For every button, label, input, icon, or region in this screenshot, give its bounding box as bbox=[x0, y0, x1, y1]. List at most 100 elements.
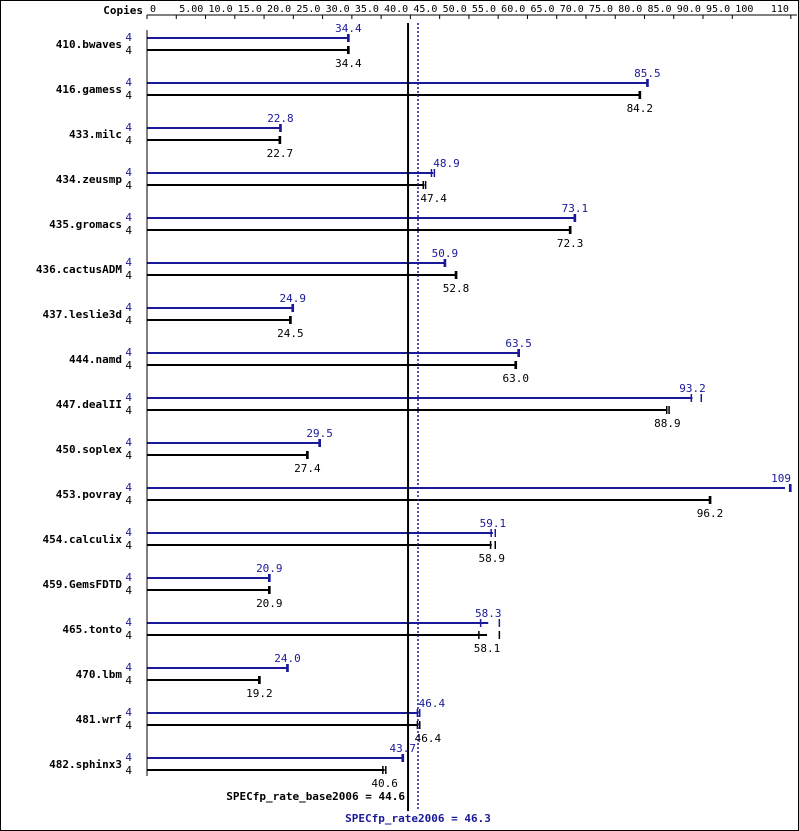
benchmark-name: 435.gromacs bbox=[49, 218, 122, 231]
peak-value-label: 34.4 bbox=[335, 22, 362, 35]
x-tick-label: 55.0 bbox=[472, 4, 496, 15]
benchmark-name: 459.GemsFDTD bbox=[43, 578, 123, 591]
x-tick-label: 30.0 bbox=[326, 4, 350, 15]
x-tick-label: 90.0 bbox=[677, 4, 701, 15]
base-value-label: 19.2 bbox=[246, 687, 273, 700]
peak-value-label: 59.1 bbox=[480, 517, 507, 530]
peak-copies-label: 4 bbox=[125, 661, 132, 674]
base-value-label: 47.4 bbox=[420, 192, 447, 205]
peak-value-label: 109 bbox=[771, 472, 791, 485]
peak-copies-label: 4 bbox=[125, 166, 132, 179]
benchmark-name: 436.cactusADM bbox=[36, 263, 122, 276]
base-overall-label: SPECfp_rate_base2006 = 44.6 bbox=[226, 790, 405, 803]
x-tick-label: 0 bbox=[150, 4, 156, 15]
base-value-label: 46.4 bbox=[415, 732, 442, 745]
benchmark-name: 410.bwaves bbox=[56, 38, 122, 51]
base-copies-label: 4 bbox=[125, 449, 132, 462]
peak-copies-label: 4 bbox=[125, 751, 132, 764]
x-tick-label: 5.00 bbox=[179, 4, 203, 15]
benchmark-name: 433.milc bbox=[69, 128, 122, 141]
base-value-label: 24.5 bbox=[277, 327, 304, 340]
base-copies-label: 4 bbox=[125, 494, 132, 507]
peak-copies-label: 4 bbox=[125, 346, 132, 359]
x-tick-label: 10.0 bbox=[209, 4, 233, 15]
peak-copies-label: 4 bbox=[125, 571, 132, 584]
x-tick-label: 35.0 bbox=[355, 4, 379, 15]
peak-value-label: 24.0 bbox=[274, 652, 301, 665]
peak-value-label: 24.9 bbox=[279, 292, 306, 305]
base-value-label: 58.1 bbox=[474, 642, 501, 655]
base-value-label: 40.6 bbox=[371, 777, 398, 790]
peak-copies-label: 4 bbox=[125, 481, 132, 494]
copies-header: Copies bbox=[103, 4, 143, 17]
peak-copies-label: 4 bbox=[125, 211, 132, 224]
x-tick-label: 65.0 bbox=[530, 4, 554, 15]
benchmark-name: 447.dealII bbox=[56, 398, 122, 411]
base-copies-label: 4 bbox=[125, 404, 132, 417]
base-copies-label: 4 bbox=[125, 179, 132, 192]
base-value-label: 72.3 bbox=[557, 237, 584, 250]
base-copies-label: 4 bbox=[125, 539, 132, 552]
x-tick-label: 25.0 bbox=[296, 4, 320, 15]
base-copies-label: 4 bbox=[125, 359, 132, 372]
x-tick-label: 80.0 bbox=[618, 4, 642, 15]
x-tick-label: 50.0 bbox=[443, 4, 467, 15]
x-tick-label: 45.0 bbox=[413, 4, 437, 15]
base-copies-label: 4 bbox=[125, 674, 132, 687]
peak-copies-label: 4 bbox=[125, 121, 132, 134]
x-tick-label: 95.0 bbox=[706, 4, 730, 15]
benchmark-name: 454.calculix bbox=[43, 533, 123, 546]
x-tick-label: 15.0 bbox=[238, 4, 262, 15]
base-value-label: 96.2 bbox=[697, 507, 724, 520]
base-copies-label: 4 bbox=[125, 719, 132, 732]
base-copies-label: 4 bbox=[125, 314, 132, 327]
peak-value-label: 50.9 bbox=[432, 247, 459, 260]
base-value-label: 27.4 bbox=[294, 462, 321, 475]
peak-value-label: 29.5 bbox=[306, 427, 333, 440]
base-copies-label: 4 bbox=[125, 134, 132, 147]
x-tick-label: 110 bbox=[771, 4, 789, 15]
x-tick-label: 100 bbox=[735, 4, 753, 15]
x-tick-label: 40.0 bbox=[384, 4, 408, 15]
peak-copies-label: 4 bbox=[125, 301, 132, 314]
benchmark-name: 465.tonto bbox=[62, 623, 122, 636]
base-value-label: 34.4 bbox=[335, 57, 362, 70]
benchmark-name: 482.sphinx3 bbox=[49, 758, 122, 771]
x-tick-label: 75.0 bbox=[589, 4, 613, 15]
peak-copies-label: 4 bbox=[125, 616, 132, 629]
benchmark-name: 434.zeusmp bbox=[56, 173, 123, 186]
peak-value-label: 22.8 bbox=[267, 112, 294, 125]
peak-copies-label: 4 bbox=[125, 391, 132, 404]
x-tick-label: 70.0 bbox=[560, 4, 584, 15]
peak-value-label: 58.3 bbox=[475, 607, 502, 620]
base-copies-label: 4 bbox=[125, 584, 132, 597]
base-value-label: 22.7 bbox=[267, 147, 294, 160]
benchmark-name: 416.gamess bbox=[56, 83, 122, 96]
peak-copies-label: 4 bbox=[125, 526, 132, 539]
benchmark-name: 450.soplex bbox=[56, 443, 123, 456]
x-tick-label: 60.0 bbox=[501, 4, 525, 15]
base-copies-label: 4 bbox=[125, 44, 132, 57]
peak-value-label: 73.1 bbox=[562, 202, 589, 215]
peak-copies-label: 4 bbox=[125, 256, 132, 269]
peak-value-label: 46.4 bbox=[419, 697, 446, 710]
peak-copies-label: 4 bbox=[125, 436, 132, 449]
benchmark-name: 437.leslie3d bbox=[43, 308, 122, 321]
base-copies-label: 4 bbox=[125, 629, 132, 642]
base-value-label: 52.8 bbox=[443, 282, 470, 295]
base-value-label: 20.9 bbox=[256, 597, 283, 610]
